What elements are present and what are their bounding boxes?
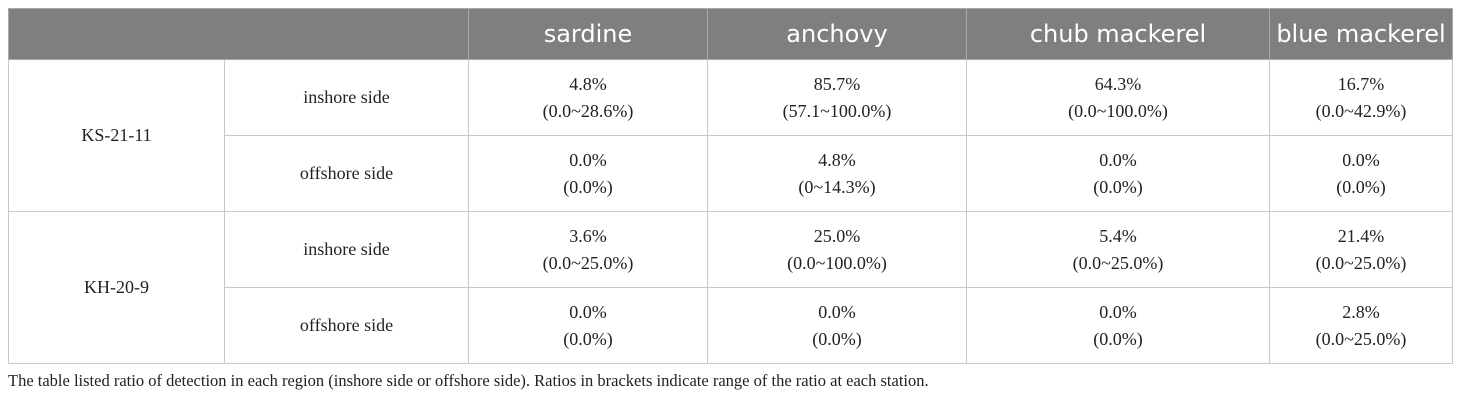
ratio-value: 0.0% <box>569 149 607 170</box>
ratio-range: (0.0%) <box>563 328 613 349</box>
value-cell: 85.7% (57.1~100.0%) <box>707 59 967 136</box>
value-cell: 0.0% (0.0%) <box>468 135 708 212</box>
table-caption: The table listed ratio of detection in e… <box>8 371 929 390</box>
value-cell: 4.8% (0~14.3%) <box>707 135 967 212</box>
region-cell: offshore side <box>224 287 469 364</box>
ratio-value: 0.0% <box>569 301 607 322</box>
ratio-value: 16.7% <box>1337 73 1385 94</box>
table-row: KH-20-9 inshore side 3.6% (0.0~25.0%) 25.… <box>8 211 1453 364</box>
ratio-value: 3.6% <box>569 225 607 246</box>
table-row: KS-21-11 inshore side 4.8% (0.0~28.6%) 85… <box>8 59 1453 212</box>
value-cell: 0.0% (0.0%) <box>966 135 1270 212</box>
header-cell-chub-mackerel: chub mackerel <box>966 8 1270 60</box>
region-cell: inshore side <box>224 59 469 136</box>
ratio-value: 4.8% <box>818 149 856 170</box>
ratio-range: (0.0%) <box>812 328 862 349</box>
ratio-range: (0.0~25.0%) <box>542 252 634 273</box>
ratio-range: (0.0~25.0%) <box>1315 328 1407 349</box>
value-cell: 16.7% (0.0~42.9%) <box>1269 59 1453 136</box>
value-cell: 0.0% (0.0%) <box>1269 135 1453 212</box>
ratio-range: (0.0%) <box>563 176 613 197</box>
table-row: offshore side 0.0% (0.0%) 4.8% (0~14.3%) 0… <box>9 135 1453 212</box>
ratio-range: (0.0~100.0%) <box>1068 100 1168 121</box>
ratio-range: (0.0%) <box>1093 328 1143 349</box>
value-cell: 25.0% (0.0~100.0%) <box>707 211 967 288</box>
ratio-value: 21.4% <box>1337 225 1385 246</box>
value-cell: 2.8% (0.0~25.0%) <box>1269 287 1453 364</box>
value-cell: 64.3% (0.0~100.0%) <box>966 59 1270 136</box>
value-cell: 4.8% (0.0~28.6%) <box>468 59 708 136</box>
station-cell: KH-20-9 <box>8 211 225 364</box>
ratio-value: 0.0% <box>1099 301 1137 322</box>
ratio-value: 64.3% <box>1094 73 1142 94</box>
value-cell: 0.0% (0.0%) <box>707 287 967 364</box>
ratio-value: 0.0% <box>818 301 856 322</box>
region-cell: inshore side <box>224 211 469 288</box>
value-cell: 0.0% (0.0%) <box>468 287 708 364</box>
detection-ratio-table: sardine anchovy chub mackerel blue macke… <box>8 8 1453 364</box>
ratio-range: (0.0~25.0%) <box>1315 252 1407 273</box>
ratio-range: (0.0~100.0%) <box>787 252 887 273</box>
ratio-value: 0.0% <box>1342 149 1380 170</box>
ratio-value: 0.0% <box>1099 149 1137 170</box>
table-container: sardine anchovy chub mackerel blue macke… <box>8 8 1453 364</box>
ratio-value: 25.0% <box>813 225 861 246</box>
station-cell: KS-21-11 <box>8 59 225 212</box>
region-cell: offshore side <box>224 135 469 212</box>
header-cell-anchovy: anchovy <box>707 8 967 60</box>
ratio-range: (0.0~25.0%) <box>1072 252 1164 273</box>
value-cell: 21.4% (0.0~25.0%) <box>1269 211 1453 288</box>
ratio-value: 85.7% <box>813 73 861 94</box>
ratio-value: 4.8% <box>569 73 607 94</box>
ratio-range: (0.0~42.9%) <box>1315 100 1407 121</box>
ratio-range: (57.1~100.0%) <box>782 100 892 121</box>
ratio-range: (0.0~28.6%) <box>542 100 634 121</box>
header-row: sardine anchovy chub mackerel blue macke… <box>8 8 1453 60</box>
ratio-range: (0.0%) <box>1336 176 1386 197</box>
value-cell: 0.0% (0.0%) <box>966 287 1270 364</box>
header-cell-sardine: sardine <box>468 8 708 60</box>
ratio-value: 5.4% <box>1099 225 1137 246</box>
header-cell-blue-mackerel: blue mackerel <box>1269 8 1453 60</box>
ratio-range: (0.0%) <box>1093 176 1143 197</box>
header-cell-blank <box>8 8 469 60</box>
table-row: offshore side 0.0% (0.0%) 0.0% (0.0%) 0.0%… <box>9 287 1453 364</box>
value-cell: 5.4% (0.0~25.0%) <box>966 211 1270 288</box>
value-cell: 3.6% (0.0~25.0%) <box>468 211 708 288</box>
ratio-range: (0~14.3%) <box>798 176 876 197</box>
ratio-value: 2.8% <box>1342 301 1380 322</box>
